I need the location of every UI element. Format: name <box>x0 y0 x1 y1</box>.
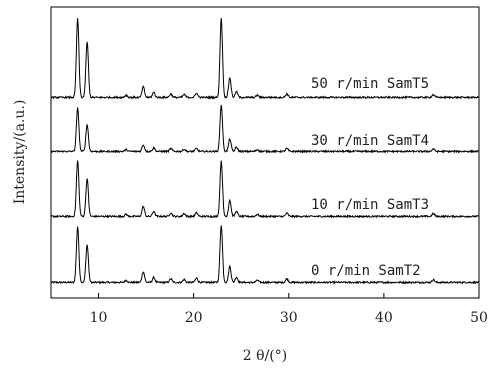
x-axis-ticks: 10 20 30 40 50 <box>90 293 488 326</box>
x-tick-label-3: 40 <box>375 310 393 326</box>
series-labels: 0 r/min SamT2 10 r/min SamT3 30 r/min SamT… <box>311 76 429 279</box>
x-axis-title: 2 θ/(°) <box>243 348 287 364</box>
y-axis-title: Intensity/(a.u.) <box>12 100 28 205</box>
series-layer <box>50 17 480 285</box>
x-tick-label-0: 10 <box>90 310 108 326</box>
series-line-2 <box>50 104 480 154</box>
x-tick-label-1: 20 <box>185 310 203 326</box>
series-label-1: 10 r/min SamT3 <box>311 197 429 213</box>
series-label-3: 50 r/min SamT5 <box>311 76 429 92</box>
series-line-3 <box>50 17 480 100</box>
series-line-1 <box>50 160 480 219</box>
series-line-0 <box>50 225 480 285</box>
x-tick-label-2: 30 <box>280 310 298 326</box>
x-tick-label-4: 50 <box>470 310 488 326</box>
plot-frame <box>50 6 480 299</box>
series-label-2: 30 r/min SamT4 <box>311 133 429 149</box>
series-label-0: 0 r/min SamT2 <box>311 263 421 279</box>
